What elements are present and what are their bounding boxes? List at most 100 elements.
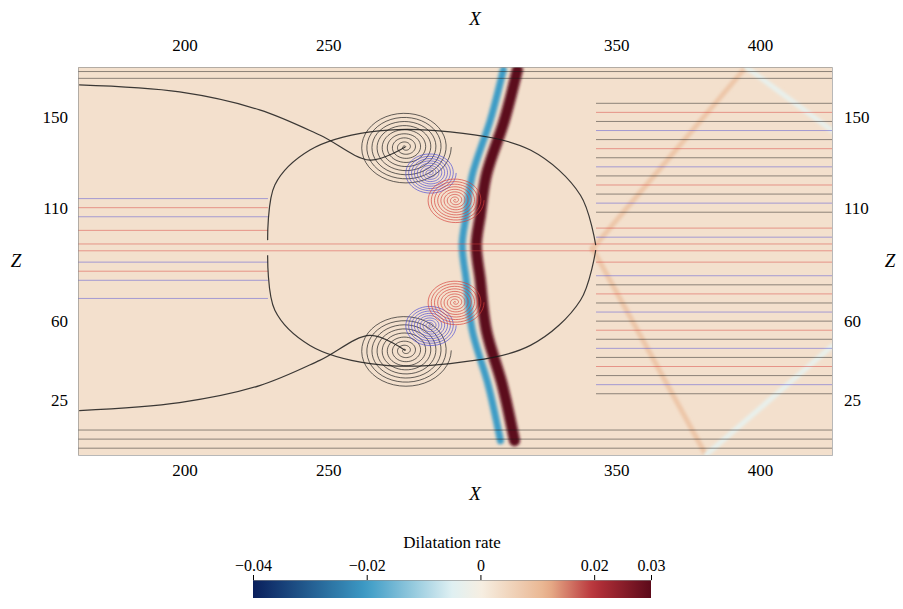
streamline [596, 375, 832, 376]
streamline-group [596, 103, 832, 393]
tick: 60 [51, 312, 78, 331]
streamline [596, 121, 832, 122]
tick-label: 400 [748, 461, 774, 480]
tick: −0.02 [349, 557, 386, 580]
tick-label: −0.02 [349, 557, 386, 574]
streamline [78, 198, 268, 199]
streamline [78, 243, 832, 244]
streamline [596, 321, 832, 322]
dilatation-band [746, 67, 832, 131]
streamline [596, 262, 832, 263]
y-axis-title-right: Z [885, 250, 896, 271]
tick-mark [367, 575, 368, 580]
tick-label: 25 [51, 391, 68, 410]
tick: 110 [43, 199, 78, 218]
separatrix [268, 250, 596, 366]
tick-label: 25 [844, 391, 861, 410]
streamline-group [596, 112, 832, 366]
dilatation-band [593, 249, 706, 455]
streamline [596, 212, 832, 213]
plot-area [78, 67, 832, 455]
tick-label: −0.04 [235, 557, 272, 574]
tick-label: 200 [172, 36, 198, 55]
vortex [362, 317, 452, 387]
streamline [596, 184, 832, 185]
tick-label: 150 [43, 108, 69, 127]
streamline [596, 275, 832, 276]
streamline-group [78, 72, 832, 449]
streamline [596, 166, 832, 167]
separatrix [268, 129, 596, 245]
streamline [596, 284, 832, 285]
tick-label: 60 [51, 312, 68, 331]
streamline [596, 293, 832, 294]
chart-container: 2002503504002002503504002560110150256011… [0, 0, 903, 609]
tick: 0.02 [581, 557, 609, 580]
axis-line [79, 455, 833, 456]
streamline [78, 250, 832, 251]
figure: 2002503504002002503504002560110150256011… [0, 0, 903, 609]
separatrix [79, 335, 405, 410]
streamline [596, 302, 832, 303]
axis-line [79, 67, 833, 68]
tick-label: 400 [748, 36, 774, 55]
streamline [78, 262, 268, 263]
tick: 150 [43, 108, 79, 127]
streamline [596, 157, 832, 158]
streamline [596, 393, 832, 394]
vortex [428, 281, 484, 324]
streamline-group [78, 208, 268, 272]
vortex [406, 154, 456, 193]
streamline-group [78, 244, 832, 251]
tick: 25 [832, 391, 861, 410]
tick-mark [480, 575, 481, 580]
tick: 400 [748, 455, 774, 480]
axis: 2560110150 [832, 68, 870, 456]
axis-line [832, 68, 833, 456]
y-axis-title-left: Z [11, 250, 22, 271]
streamline [78, 207, 268, 208]
streamline [78, 280, 268, 281]
streamline [596, 237, 832, 238]
streamline [78, 271, 268, 272]
tick: 350 [604, 36, 630, 67]
tick-label: 0.02 [581, 557, 609, 574]
colorbar [253, 580, 651, 598]
x-axis-title-top: X [468, 8, 482, 29]
streamline [596, 339, 832, 340]
streamline [596, 103, 832, 104]
streamline [78, 298, 268, 299]
vortex [428, 179, 484, 222]
axis: 200 250 350 400 [79, 455, 833, 480]
streamline [596, 130, 832, 131]
tick-label: 200 [172, 461, 198, 480]
axis: 200250350400 [79, 36, 833, 68]
streamline [78, 71, 832, 72]
dilatation-band [706, 346, 832, 455]
streamline [596, 112, 832, 113]
tick-label: 110 [43, 199, 68, 218]
streamline [596, 194, 832, 195]
tick: 0 [477, 557, 485, 580]
tick: −0.04 [235, 557, 272, 580]
axis: −0.04−0.0200.020.03 [235, 557, 666, 581]
tick-label: 0 [477, 557, 485, 574]
axis-line [254, 580, 652, 581]
streamline [78, 430, 832, 431]
tick: 200 [172, 455, 198, 480]
tick-label: 250 [316, 461, 342, 480]
tick: 250 [316, 455, 342, 480]
tick-label: 150 [844, 108, 870, 127]
tick: 150 [832, 108, 870, 127]
streamline [596, 357, 832, 358]
streamline [596, 175, 832, 176]
separatrix [79, 85, 405, 160]
streamline [596, 228, 832, 229]
tick: 200 [172, 36, 198, 67]
tick: 400 [748, 36, 774, 67]
streamline [596, 148, 832, 149]
tick-label: 350 [604, 461, 630, 480]
tick: 110 [832, 199, 869, 218]
streamline [596, 330, 832, 331]
tick-label: 110 [844, 199, 869, 218]
